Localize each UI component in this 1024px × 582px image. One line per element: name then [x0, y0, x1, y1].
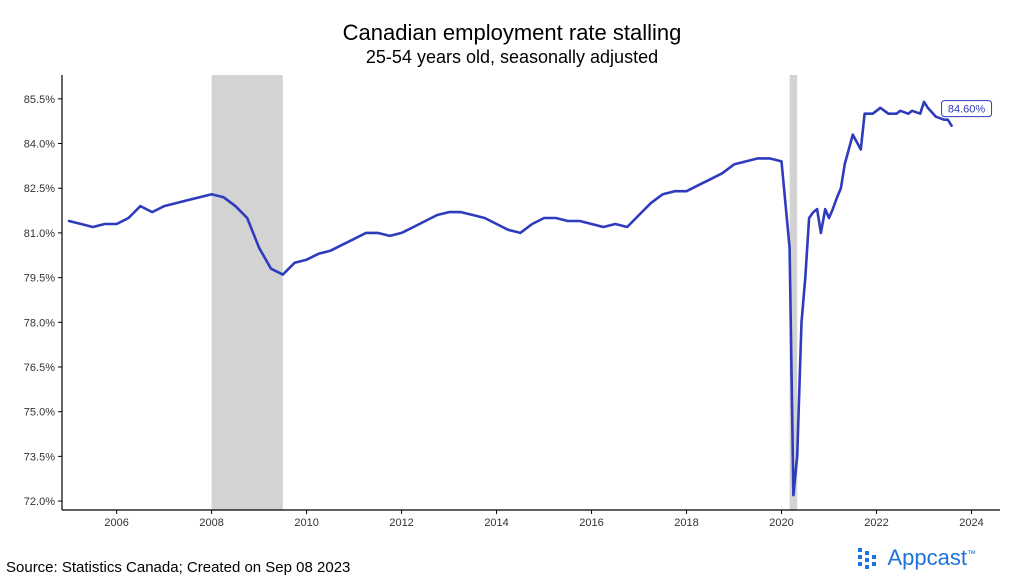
appcast-logo: Appcast™ — [856, 545, 977, 571]
y-tick-label: 82.5% — [24, 183, 55, 195]
appcast-logo-icon — [857, 548, 876, 569]
appcast-wordmark: Appcast™ — [887, 545, 977, 570]
x-tick-label: 2022 — [864, 517, 888, 529]
end-value-label: 84.60% — [948, 104, 986, 116]
chart-subtitle: 25-54 years old, seasonally adjusted — [365, 47, 659, 67]
x-tick-label: 2006 — [104, 517, 128, 529]
x-tick-label: 2024 — [959, 517, 983, 529]
x-tick-label: 2016 — [579, 517, 603, 529]
x-tick-label: 2018 — [674, 517, 698, 529]
x-tick-label: 2020 — [769, 517, 793, 529]
x-tick-label: 2010 — [294, 517, 318, 529]
y-tick-label: 79.5% — [24, 273, 55, 285]
y-tick-label: 81.0% — [24, 228, 55, 240]
y-tick-label: 75.0% — [24, 407, 55, 419]
chart-axes: 72.0% 73.5% 75.0% 76.5% 78.0% 79.5% 81.0% 82.5%… — [24, 75, 1000, 529]
end-label-group: 84.60% — [941, 100, 993, 118]
x-tick-label: 2014 — [484, 517, 508, 529]
recession-band-0 — [211, 75, 283, 510]
y-tick-label: 78.0% — [24, 317, 55, 329]
x-tick-label: 2012 — [389, 517, 413, 529]
y-tick-label: 85.5% — [24, 94, 55, 106]
chart-title: Canadian employment rate stalling — [342, 20, 682, 45]
recession-band-1 — [789, 75, 798, 510]
y-tick-label: 73.5% — [24, 451, 55, 463]
series-line-0 — [67, 100, 953, 497]
series-group — [67, 100, 953, 497]
source-note: Source: Statistics Canada; Created on Se… — [6, 559, 351, 576]
recession-shading-group — [211, 75, 798, 510]
end-value-label-box — [941, 100, 993, 118]
y-tick-label: 76.5% — [24, 362, 55, 374]
y-tick-label: 84.0% — [24, 139, 55, 151]
x-tick-label: 2008 — [199, 517, 223, 529]
y-tick-label: 72.0% — [24, 496, 55, 508]
